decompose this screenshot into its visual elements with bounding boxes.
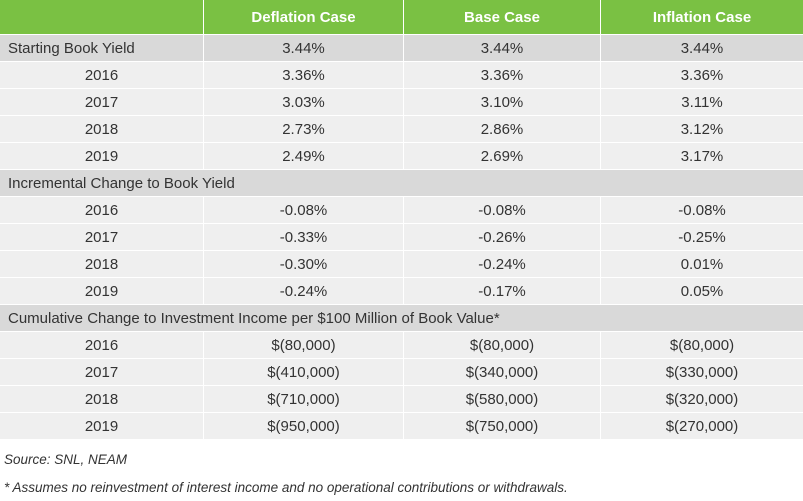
table-row: 2019 -0.24% -0.17% 0.05% bbox=[0, 277, 803, 304]
section-title: Cumulative Change to Investment Income p… bbox=[0, 304, 803, 331]
deflation-value: -0.33% bbox=[203, 223, 403, 250]
section-title: Incremental Change to Book Yield bbox=[0, 169, 803, 196]
deflation-value: $(710,000) bbox=[203, 385, 403, 412]
year-cell: 2018 bbox=[0, 250, 203, 277]
incremental-section-header: Incremental Change to Book Yield bbox=[0, 169, 803, 196]
base-value: 2.86% bbox=[403, 115, 600, 142]
deflation-value: $(950,000) bbox=[203, 412, 403, 439]
inflation-value: $(330,000) bbox=[600, 358, 803, 385]
base-value: -0.17% bbox=[403, 277, 600, 304]
year-cell: 2019 bbox=[0, 142, 203, 169]
inflation-value: 3.44% bbox=[600, 34, 803, 61]
table-row: 2016 $(80,000) $(80,000) $(80,000) bbox=[0, 331, 803, 358]
year-cell: 2019 bbox=[0, 412, 203, 439]
deflation-value: 3.36% bbox=[203, 61, 403, 88]
inflation-value: $(320,000) bbox=[600, 385, 803, 412]
inflation-value: 0.01% bbox=[600, 250, 803, 277]
deflation-value: 3.44% bbox=[203, 34, 403, 61]
table-row: 2018 $(710,000) $(580,000) $(320,000) bbox=[0, 385, 803, 412]
inflation-value: 3.17% bbox=[600, 142, 803, 169]
inflation-value: $(270,000) bbox=[600, 412, 803, 439]
table-row: 2017 $(410,000) $(340,000) $(330,000) bbox=[0, 358, 803, 385]
inflation-value: $(80,000) bbox=[600, 331, 803, 358]
base-value: $(80,000) bbox=[403, 331, 600, 358]
base-value: $(340,000) bbox=[403, 358, 600, 385]
year-cell: 2016 bbox=[0, 196, 203, 223]
header-blank-cell bbox=[0, 0, 203, 34]
table-row: 2018 2.73% 2.86% 3.12% bbox=[0, 115, 803, 142]
inflation-value: 3.12% bbox=[600, 115, 803, 142]
base-value: 3.36% bbox=[403, 61, 600, 88]
deflation-value: 2.73% bbox=[203, 115, 403, 142]
table-row: 2019 $(950,000) $(750,000) $(270,000) bbox=[0, 412, 803, 439]
yield-scenario-table-container: Deflation Case Base Case Inflation Case … bbox=[0, 0, 803, 439]
header-deflation-case: Deflation Case bbox=[203, 0, 403, 34]
table-row: 2017 3.03% 3.10% 3.11% bbox=[0, 88, 803, 115]
table-row: 2019 2.49% 2.69% 3.17% bbox=[0, 142, 803, 169]
deflation-value: -0.24% bbox=[203, 277, 403, 304]
base-value: -0.24% bbox=[403, 250, 600, 277]
year-cell: 2016 bbox=[0, 331, 203, 358]
base-value: $(750,000) bbox=[403, 412, 600, 439]
header-row: Deflation Case Base Case Inflation Case bbox=[0, 0, 803, 34]
inflation-value: 3.11% bbox=[600, 88, 803, 115]
year-cell: 2017 bbox=[0, 88, 203, 115]
deflation-value: -0.08% bbox=[203, 196, 403, 223]
table-row: 2016 -0.08% -0.08% -0.08% bbox=[0, 196, 803, 223]
table-row: 2017 -0.33% -0.26% -0.25% bbox=[0, 223, 803, 250]
base-value: 3.44% bbox=[403, 34, 600, 61]
header-base-case: Base Case bbox=[403, 0, 600, 34]
cumulative-section-header: Cumulative Change to Investment Income p… bbox=[0, 304, 803, 331]
base-value: -0.08% bbox=[403, 196, 600, 223]
inflation-value: -0.25% bbox=[600, 223, 803, 250]
inflation-value: -0.08% bbox=[600, 196, 803, 223]
base-value: 2.69% bbox=[403, 142, 600, 169]
row-label: Starting Book Yield bbox=[0, 34, 203, 61]
inflation-value: 0.05% bbox=[600, 277, 803, 304]
base-value: $(580,000) bbox=[403, 385, 600, 412]
deflation-value: $(410,000) bbox=[203, 358, 403, 385]
footnote: * Assumes no reinvestment of interest in… bbox=[4, 480, 568, 495]
base-value: -0.26% bbox=[403, 223, 600, 250]
year-cell: 2017 bbox=[0, 358, 203, 385]
header-inflation-case: Inflation Case bbox=[600, 0, 803, 34]
year-cell: 2019 bbox=[0, 277, 203, 304]
year-cell: 2018 bbox=[0, 115, 203, 142]
year-cell: 2016 bbox=[0, 61, 203, 88]
base-value: 3.10% bbox=[403, 88, 600, 115]
starting-book-yield-row: Starting Book Yield 3.44% 3.44% 3.44% bbox=[0, 34, 803, 61]
deflation-value: 3.03% bbox=[203, 88, 403, 115]
yield-scenario-table: Deflation Case Base Case Inflation Case … bbox=[0, 0, 803, 439]
inflation-value: 3.36% bbox=[600, 61, 803, 88]
deflation-value: -0.30% bbox=[203, 250, 403, 277]
year-cell: 2017 bbox=[0, 223, 203, 250]
table-row: 2016 3.36% 3.36% 3.36% bbox=[0, 61, 803, 88]
deflation-value: 2.49% bbox=[203, 142, 403, 169]
table-row: 2018 -0.30% -0.24% 0.01% bbox=[0, 250, 803, 277]
source-note: Source: SNL, NEAM bbox=[4, 452, 128, 467]
year-cell: 2018 bbox=[0, 385, 203, 412]
deflation-value: $(80,000) bbox=[203, 331, 403, 358]
